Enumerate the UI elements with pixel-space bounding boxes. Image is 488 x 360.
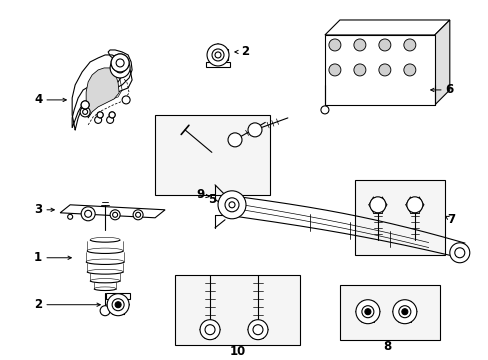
- Bar: [354, 180, 444, 255]
- Circle shape: [110, 58, 130, 78]
- Circle shape: [403, 39, 415, 51]
- Circle shape: [353, 64, 365, 76]
- Circle shape: [81, 101, 89, 109]
- Circle shape: [212, 49, 224, 61]
- Circle shape: [378, 39, 390, 51]
- Circle shape: [81, 207, 95, 221]
- Circle shape: [116, 59, 124, 67]
- Circle shape: [97, 112, 103, 118]
- Circle shape: [116, 59, 124, 67]
- Circle shape: [135, 212, 141, 217]
- Circle shape: [215, 52, 221, 58]
- Polygon shape: [324, 20, 449, 35]
- Bar: [175, 275, 299, 345]
- Circle shape: [247, 320, 267, 340]
- Circle shape: [111, 54, 129, 72]
- Circle shape: [353, 39, 365, 51]
- Text: 9: 9: [196, 188, 204, 201]
- Polygon shape: [86, 68, 119, 118]
- Circle shape: [112, 299, 124, 311]
- Circle shape: [115, 63, 125, 73]
- Circle shape: [361, 306, 373, 318]
- Text: 1: 1: [34, 251, 42, 264]
- Circle shape: [454, 248, 464, 258]
- Circle shape: [364, 309, 370, 315]
- Text: 2: 2: [34, 298, 42, 311]
- Circle shape: [392, 300, 416, 324]
- Bar: [324, 35, 434, 105]
- Bar: [106, 293, 130, 299]
- Text: 6: 6: [445, 84, 453, 96]
- Circle shape: [111, 54, 129, 72]
- Bar: [339, 285, 439, 340]
- Circle shape: [224, 198, 239, 212]
- Circle shape: [355, 300, 379, 324]
- Circle shape: [115, 302, 121, 308]
- Text: 4: 4: [34, 93, 42, 107]
- Circle shape: [84, 210, 91, 217]
- Circle shape: [204, 325, 215, 335]
- Circle shape: [228, 202, 235, 208]
- Circle shape: [398, 306, 410, 318]
- Polygon shape: [434, 20, 449, 105]
- Circle shape: [67, 214, 73, 219]
- Circle shape: [107, 294, 129, 316]
- Circle shape: [110, 210, 120, 220]
- Circle shape: [81, 101, 89, 109]
- Circle shape: [449, 243, 469, 263]
- Circle shape: [100, 306, 110, 316]
- Circle shape: [369, 197, 385, 213]
- Circle shape: [206, 44, 228, 66]
- Bar: [155, 115, 269, 195]
- Circle shape: [97, 112, 103, 118]
- Circle shape: [82, 109, 87, 114]
- Circle shape: [378, 64, 390, 76]
- Circle shape: [401, 309, 407, 315]
- Circle shape: [109, 112, 115, 118]
- Bar: [205, 62, 229, 67]
- Circle shape: [328, 64, 340, 76]
- Circle shape: [403, 64, 415, 76]
- Text: 10: 10: [229, 345, 245, 358]
- Circle shape: [106, 116, 113, 123]
- Text: 2: 2: [241, 45, 248, 58]
- Circle shape: [109, 112, 115, 118]
- Circle shape: [252, 325, 263, 335]
- Circle shape: [95, 116, 102, 123]
- Circle shape: [80, 107, 90, 117]
- Circle shape: [328, 39, 340, 51]
- Circle shape: [200, 320, 220, 340]
- Text: 5: 5: [207, 193, 216, 206]
- Circle shape: [227, 133, 242, 147]
- Text: 8: 8: [383, 340, 391, 353]
- Text: 7: 7: [447, 213, 455, 226]
- Circle shape: [406, 197, 422, 213]
- Circle shape: [122, 96, 130, 104]
- Circle shape: [218, 191, 245, 219]
- Polygon shape: [72, 50, 132, 128]
- Circle shape: [320, 106, 328, 114]
- Circle shape: [133, 210, 143, 220]
- Circle shape: [247, 123, 262, 137]
- Polygon shape: [60, 205, 165, 218]
- Text: 3: 3: [34, 203, 42, 216]
- Circle shape: [112, 212, 118, 217]
